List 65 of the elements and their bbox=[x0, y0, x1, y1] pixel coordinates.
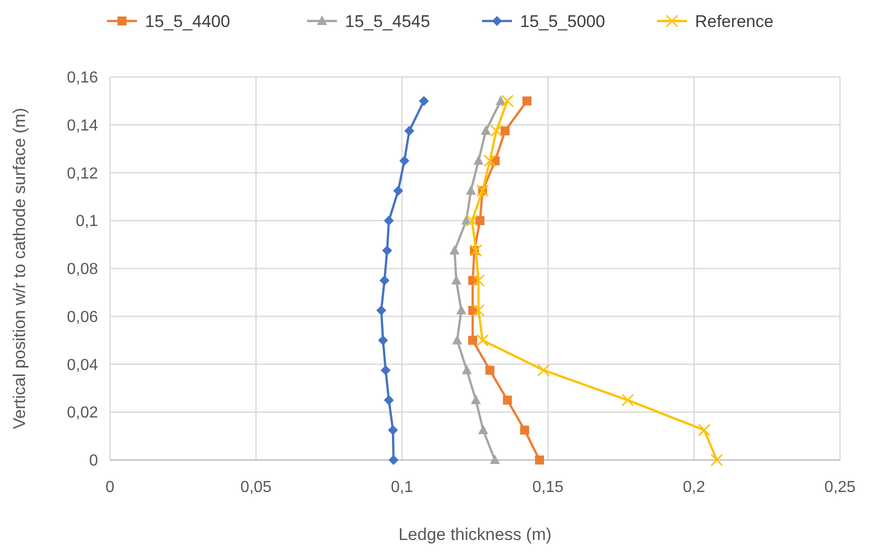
y-tick-label: 0,16 bbox=[66, 70, 98, 86]
y-tick-label: 0,06 bbox=[66, 308, 98, 326]
x-tick-label: 0,1 bbox=[390, 479, 414, 496]
point bbox=[468, 336, 478, 345]
point bbox=[384, 216, 394, 226]
y-tick-label: 0 bbox=[89, 452, 98, 470]
point bbox=[478, 424, 488, 434]
point bbox=[399, 156, 410, 166]
x-tick-label: 0,05 bbox=[240, 479, 272, 496]
point bbox=[500, 126, 510, 136]
legend-label: 15_5_4545 bbox=[345, 12, 430, 31]
point bbox=[535, 456, 544, 464]
point bbox=[520, 426, 530, 435]
point bbox=[379, 275, 390, 286]
point bbox=[490, 454, 500, 464]
point bbox=[404, 126, 414, 136]
point bbox=[376, 305, 386, 316]
legend-label: Reference bbox=[695, 12, 774, 31]
point bbox=[480, 125, 491, 135]
y-tick-label: 0,14 bbox=[66, 117, 98, 134]
point bbox=[470, 394, 481, 404]
legend-label: 15_5_5000 bbox=[520, 12, 606, 31]
point bbox=[388, 455, 399, 465]
y-tick-label: 0,12 bbox=[66, 165, 98, 182]
point bbox=[472, 304, 485, 317]
point bbox=[418, 96, 429, 106]
legend-label: 15_5_4400 bbox=[145, 12, 230, 31]
point bbox=[698, 424, 710, 436]
y-tick-label: 0,08 bbox=[66, 261, 98, 278]
point bbox=[472, 274, 485, 287]
point bbox=[384, 395, 394, 406]
point bbox=[470, 244, 482, 257]
point bbox=[380, 365, 391, 376]
x-tick-label: 0,25 bbox=[824, 479, 856, 496]
point bbox=[710, 454, 724, 466]
x-tick-label: 0,15 bbox=[532, 479, 564, 496]
point bbox=[484, 154, 496, 168]
point bbox=[490, 124, 503, 138]
point bbox=[496, 95, 506, 105]
point bbox=[476, 334, 489, 347]
point bbox=[522, 96, 532, 106]
point bbox=[456, 304, 466, 314]
y-tick-label: 0,1 bbox=[76, 213, 98, 230]
point bbox=[462, 364, 472, 374]
point bbox=[452, 334, 462, 344]
y-tick-label: 0,04 bbox=[66, 356, 98, 374]
point bbox=[378, 335, 388, 346]
point bbox=[450, 245, 460, 255]
point bbox=[501, 94, 514, 108]
point bbox=[466, 214, 478, 227]
point bbox=[502, 396, 512, 405]
y-tick-label: 0,02 bbox=[66, 404, 98, 422]
x-tick-label: 0 bbox=[106, 479, 115, 496]
x-axis-title: Ledge thickness (m) bbox=[398, 525, 552, 544]
point bbox=[475, 216, 484, 226]
point bbox=[382, 246, 392, 256]
point bbox=[388, 425, 398, 436]
y-axis-title: Vertical position w/r to cathode surface (m) bbox=[10, 108, 29, 430]
x-tick-label: 0,2 bbox=[682, 479, 706, 496]
point bbox=[621, 394, 634, 406]
point bbox=[474, 155, 484, 165]
point bbox=[393, 186, 404, 196]
point bbox=[537, 364, 550, 376]
point bbox=[485, 366, 494, 375]
point bbox=[466, 185, 476, 195]
